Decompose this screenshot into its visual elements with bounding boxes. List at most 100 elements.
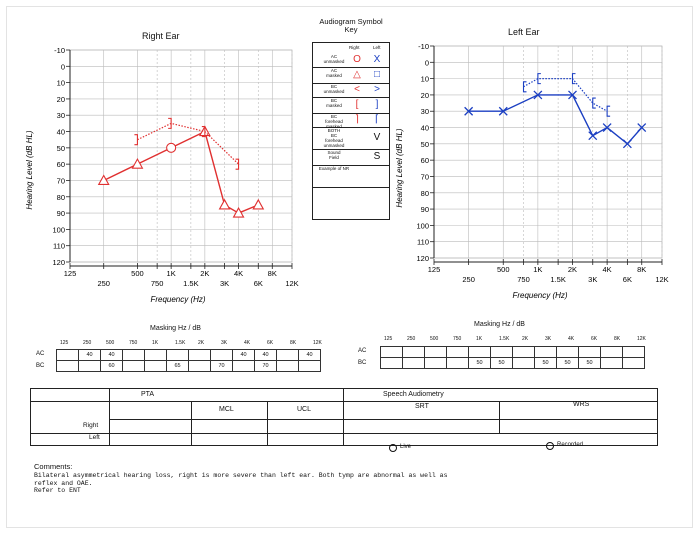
masking-cell[interactable] <box>78 360 101 372</box>
masking-cell[interactable] <box>446 346 469 358</box>
y-tick-label: 10 <box>421 75 429 84</box>
masking-cell[interactable]: 50 <box>578 357 601 369</box>
masking-cell[interactable] <box>144 360 167 372</box>
masking-cell[interactable] <box>122 360 145 372</box>
masking-cell[interactable] <box>600 346 623 358</box>
y-tick-label: 50 <box>421 140 429 149</box>
key-row-label: AC unmasked <box>323 54 345 64</box>
mcl-header: MCL <box>219 406 234 413</box>
y-tick-label: 90 <box>57 209 65 218</box>
data-point <box>568 90 577 100</box>
masking-cell[interactable] <box>276 360 299 372</box>
masking-cell[interactable] <box>380 357 403 369</box>
left-plot <box>464 73 647 149</box>
row-left-label: Left <box>89 434 100 441</box>
key-row: AC masked △ □ <box>313 67 389 84</box>
masking-cell[interactable] <box>188 360 211 372</box>
ucl-header: UCL <box>297 406 312 413</box>
masking-cell[interactable] <box>380 346 403 358</box>
masking-cell[interactable] <box>622 357 645 369</box>
y-tick-label: 90 <box>421 205 429 214</box>
data-point <box>131 158 144 169</box>
x-tick-label: 250 <box>462 275 475 284</box>
data-point <box>166 142 177 153</box>
masking-cell[interactable] <box>56 349 79 361</box>
masking-cell[interactable]: 40 <box>100 349 123 361</box>
masking-cell[interactable] <box>144 349 167 361</box>
masking-table-right: 40 40 40 40 40 60 65 70 70 <box>56 349 321 372</box>
masking-cell[interactable] <box>56 360 79 372</box>
masking-freq-label: 3K <box>221 340 228 346</box>
data-point <box>232 206 245 218</box>
masking-cell[interactable] <box>402 346 425 358</box>
masking-cell[interactable] <box>424 346 447 358</box>
recorded-radio[interactable] <box>546 442 554 450</box>
masking-cell[interactable] <box>402 357 425 369</box>
key-row-label: BC masked <box>326 98 342 108</box>
masking-cell[interactable]: 40 <box>232 349 255 361</box>
key-symbol-left: V <box>373 132 381 143</box>
masking-cell[interactable]: 50 <box>556 357 579 369</box>
masking-cell[interactable] <box>446 357 469 369</box>
masking-cell[interactable] <box>122 349 145 361</box>
y-tick-label: -10 <box>54 46 65 55</box>
mask-right-bc-label: BC <box>36 363 45 369</box>
data-point <box>606 105 611 117</box>
y-tick-label: 20 <box>57 95 65 104</box>
masking-cell[interactable] <box>166 349 189 361</box>
masking-freq-label: 500 <box>430 336 439 342</box>
data-point <box>602 123 612 132</box>
masking-freq-label: 1K <box>152 340 159 346</box>
masking-cell[interactable] <box>534 346 557 358</box>
live-radio[interactable] <box>389 444 397 452</box>
masking-cell[interactable] <box>512 357 535 369</box>
masking-cell[interactable]: 60 <box>100 360 123 372</box>
masking-cell[interactable]: 50 <box>468 357 491 369</box>
masking-cell[interactable] <box>468 346 491 358</box>
masking-cell[interactable] <box>578 346 601 358</box>
y-tick-label: -10 <box>418 42 429 51</box>
masking-cell[interactable] <box>512 346 535 358</box>
wrs-header: WRS <box>573 401 590 408</box>
key-symbol-left: X <box>373 54 381 65</box>
masking-cell[interactable] <box>424 357 447 369</box>
y-tick-label: 20 <box>421 91 429 100</box>
col-divider <box>191 401 192 445</box>
masking-cell[interactable]: 50 <box>534 357 557 369</box>
key-row: BOTH BC forehead unmasked V <box>313 127 389 150</box>
x-tick-label: 6K <box>254 279 263 288</box>
x-tick-label: 750 <box>151 279 164 288</box>
col-divider <box>109 389 110 445</box>
masking-cell[interactable] <box>298 360 321 372</box>
masking-cell[interactable] <box>556 346 579 358</box>
masking-cell[interactable]: 40 <box>78 349 101 361</box>
masking-freq-label: 1.5K <box>499 336 510 342</box>
x-tick-label: 500 <box>131 269 144 278</box>
right-ticks: -10 0 10 20 30 40 50 60 70 80 90 100 110 120 125 500 1K 2… <box>52 46 298 288</box>
y-tick-label: 40 <box>57 128 65 137</box>
masking-cell[interactable]: 70 <box>210 360 233 372</box>
masking-cell[interactable]: 70 <box>254 360 277 372</box>
masking-cell[interactable] <box>210 349 233 361</box>
y-tick-label: 0 <box>425 58 429 67</box>
left-ticks: -10 0 10 20 30 40 50 60 70 80 90 100 110 120 125 500 1K 2… <box>416 42 668 284</box>
masking-cell[interactable]: 40 <box>254 349 277 361</box>
masking-cell[interactable]: 40 <box>298 349 321 361</box>
masking-cell[interactable] <box>188 349 211 361</box>
masking-cell[interactable] <box>232 360 255 372</box>
comments-label: Comments: <box>34 462 73 471</box>
live-label: Live <box>400 444 412 450</box>
masking-cell[interactable]: 50 <box>490 357 513 369</box>
masking-cell[interactable] <box>600 357 623 369</box>
x-tick-label: 125 <box>64 269 77 278</box>
masking-cell[interactable] <box>622 346 645 358</box>
mask-left-bc-label: BC <box>358 360 367 366</box>
left-audiogram: -10 0 10 20 30 40 50 60 70 80 90 100 110 120 125 500 1K 2… <box>395 42 669 300</box>
masking-freq-label: 4K <box>568 336 575 342</box>
masking-cell[interactable] <box>490 346 513 358</box>
recorded-label: Recorded <box>557 442 584 448</box>
row-divider <box>31 433 657 434</box>
masking-cell[interactable] <box>276 349 299 361</box>
y-tick-label: 30 <box>421 107 429 116</box>
masking-cell[interactable]: 65 <box>166 360 189 372</box>
